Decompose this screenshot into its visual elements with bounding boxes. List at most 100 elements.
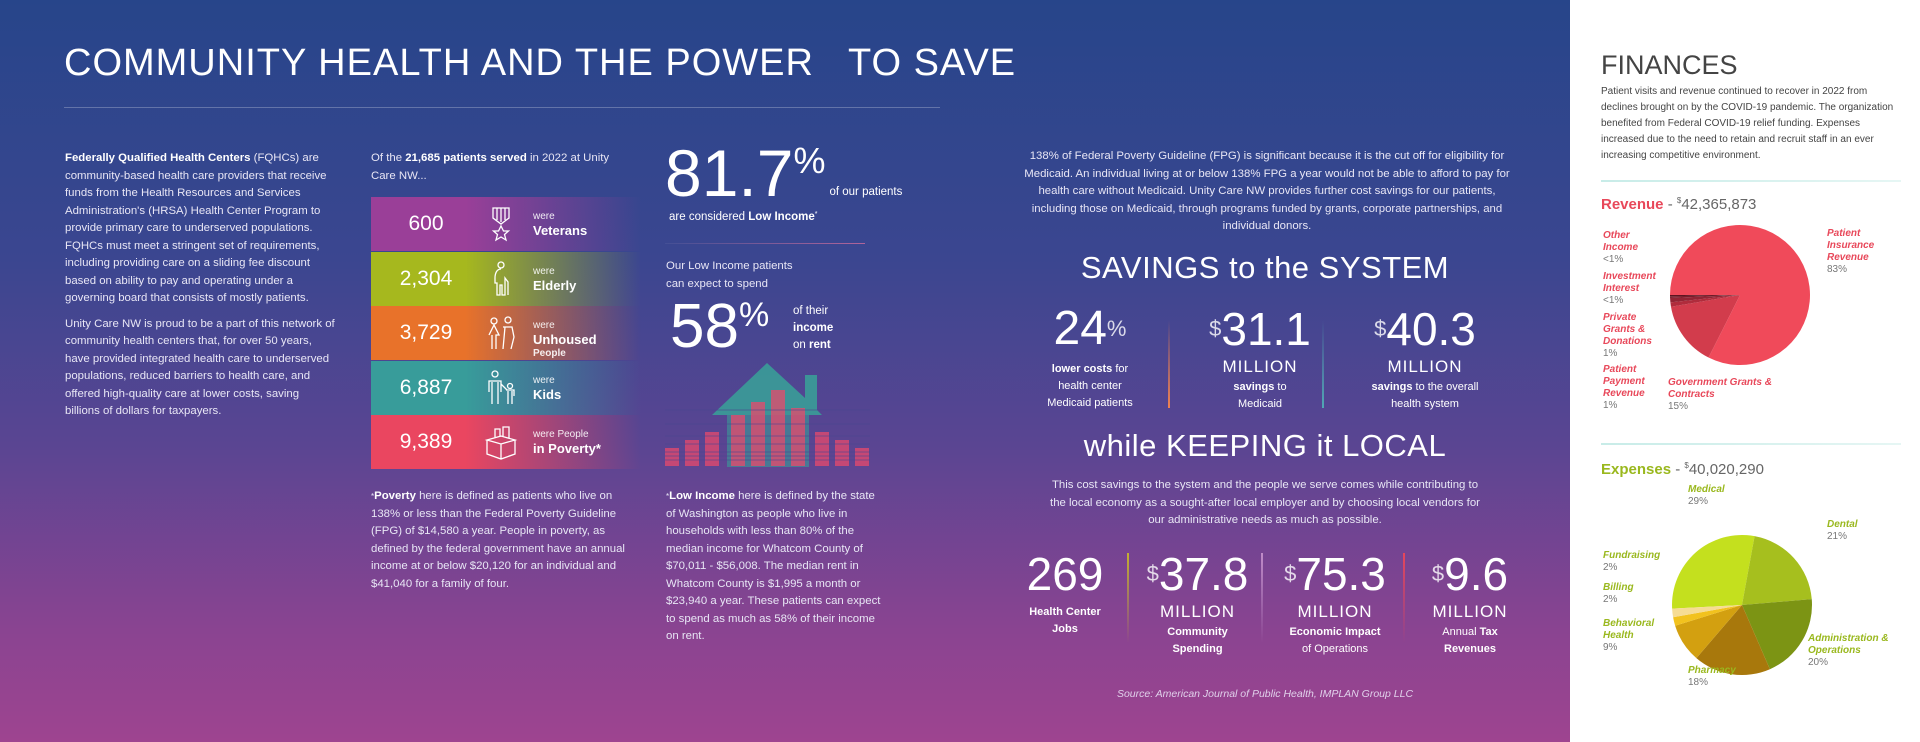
unity-paragraph: Unity Care NW is proud to be a part of t… [65, 317, 335, 418]
expenses-total: 40,020,290 [1688, 461, 1764, 478]
local-paragraph: This cost savings to the system and the … [1050, 479, 1480, 526]
pie-slice-billing [1673, 605, 1742, 626]
patient-stat-row: 3,729 were Unhoused People [371, 306, 641, 360]
fqhc-bold: Federally Qualified Health Centers [65, 152, 251, 164]
slice-pct: 9% [1603, 642, 1618, 653]
slice-name: Fundraising [1603, 550, 1661, 561]
unhoused-people-icon [488, 316, 515, 350]
stat-unit: MILLION [1297, 602, 1373, 621]
medal-icon [491, 207, 511, 242]
revenue-pie-chart [1670, 225, 1810, 365]
slice-name: Government Grants & Contracts [1668, 377, 1772, 400]
stat-system-savings: $40.3 MILLION savings to the overall hea… [1360, 305, 1490, 413]
stat-unit: MILLION [1387, 357, 1463, 376]
pie-slice-dental [1742, 536, 1812, 605]
stat-value: 24 [1053, 302, 1107, 355]
fpg-paragraph: 138% of Federal Poverty Guideline (FPG) … [1024, 150, 1510, 232]
stat-unit: MILLION [1159, 602, 1236, 621]
slice-pct: <1% [1603, 295, 1624, 306]
stat-bold: Health Center Jobs [1029, 606, 1101, 635]
patient-stat-row: 6,887 were Kids [371, 360, 641, 415]
patient-label: were Kids [533, 374, 561, 402]
slice-pct: 15% [1668, 401, 1689, 412]
divider [64, 107, 940, 108]
stat-bold: Community Spending [1167, 626, 1228, 655]
donation-box-icon [484, 426, 518, 460]
slice-name: Dental [1827, 519, 1858, 530]
house-rent-illustration [665, 363, 870, 467]
pie-label: Patient Insurance Revenue 83% [1827, 228, 1887, 276]
revenue-heading: Revenue - $42,365,873 [1601, 196, 1756, 213]
were: were [533, 265, 555, 277]
infographic-panel: COMMUNITY HEALTH AND THE POWER TO SAVE F… [0, 0, 1570, 742]
label: in Poverty* [533, 441, 601, 456]
rent-l1: of their [793, 305, 829, 317]
patient-stat-row: 600 were Veterans [371, 197, 641, 251]
considered: are considered [669, 211, 749, 223]
local-heading: while KEEPING it LOCAL [1083, 428, 1447, 463]
slice-name: Billing [1603, 582, 1634, 593]
currency: $ [1676, 196, 1682, 205]
star: * [814, 211, 818, 218]
patient-count: 6,887 [399, 375, 453, 399]
intro-pre: Of the [371, 152, 406, 164]
slice-pct: 2% [1603, 562, 1618, 573]
expenses-heading: Expenses - $40,020,290 [1601, 461, 1764, 478]
down-arrow-icon [1322, 320, 1324, 408]
divider [1601, 443, 1901, 445]
stat-unit: MILLION [1432, 602, 1508, 621]
sep: - [1663, 196, 1677, 213]
patient-count: 3,729 [399, 321, 453, 344]
slice-pct: 29% [1688, 496, 1709, 507]
slice-name: Patient Insurance Revenue [1827, 228, 1875, 263]
stat-community-spending: $37.8 MILLION Community Spending [1145, 550, 1250, 658]
finances-panel: FINANCES Patient visits and revenue cont… [1570, 0, 1920, 742]
pie-slice-behavioral-health [1675, 605, 1742, 659]
pie-label: Administration & Operations 20% [1808, 633, 1898, 669]
pie-label: Pharmacy 18% [1688, 665, 1736, 689]
pct-sign: % [738, 296, 770, 334]
currency: $ [1684, 461, 1689, 470]
pie-label: Dental 21% [1827, 519, 1858, 543]
revenue-total: 42,365,873 [1681, 196, 1757, 213]
stat-bold: Tax Revenues [1444, 626, 1498, 655]
up-arrow-icon [1261, 553, 1263, 643]
savings-heading: SAVINGS to the SYSTEM [1080, 250, 1450, 285]
pie-slice-private-grants-donations [1670, 295, 1740, 303]
stat-unit: MILLION [1222, 357, 1298, 376]
pie-label: Behavioral Health 9% [1603, 618, 1663, 654]
stat-desc: Annual [1442, 626, 1480, 638]
slice-pct: 2% [1603, 594, 1618, 605]
considered-text: are considered Low Income* [669, 211, 817, 223]
up-arrow-icon [1127, 553, 1129, 643]
slice-name: Private Grants & Donations [1603, 312, 1652, 347]
stat-economic-impact: $75.3 MILLION Economic Impact of Operatio… [1280, 550, 1390, 658]
rent-l3a: on [793, 339, 809, 351]
up-arrow-icon [1403, 553, 1405, 643]
patient-stat-row: 9,389 were People in Poverty* [371, 415, 641, 469]
star: * [666, 492, 670, 501]
pie-label: Medical 29% [1688, 484, 1725, 508]
stat-value: 40.3 [1386, 303, 1476, 355]
stat-unit: % [1106, 316, 1127, 341]
pie-label: Billing 2% [1603, 582, 1634, 606]
stat-desc: for health center Medicaid patients [1047, 363, 1133, 409]
slice-name: Behavioral Health [1603, 618, 1655, 641]
currency: $ [1146, 561, 1159, 586]
patient-label: were Unhoused People [533, 319, 597, 361]
source-citation: Source: American Journal of Public Healt… [1116, 688, 1414, 700]
stat-value: 75.3 [1296, 548, 1386, 600]
slice-pct: 21% [1827, 531, 1848, 542]
page-title: COMMUNITY HEALTH AND THE POWER TO SAVE [64, 42, 1017, 84]
rent-label: of their income on rent [793, 303, 833, 354]
patient-count: 600 [408, 212, 444, 235]
pie-label: Other Income <1% [1603, 230, 1653, 266]
patient-count: 2,304 [399, 266, 453, 290]
stat-value: 9.6 [1444, 548, 1509, 600]
footnote-bold: Poverty [374, 490, 416, 502]
stat-bold: lower costs [1051, 363, 1113, 375]
low-income-pct: 81.7 [665, 136, 794, 210]
patient-label: were Elderly [533, 265, 576, 293]
stat-medicaid-savings: $31.1 MILLION savings to Medicaid [1195, 305, 1325, 413]
currency: $ [1209, 316, 1222, 341]
